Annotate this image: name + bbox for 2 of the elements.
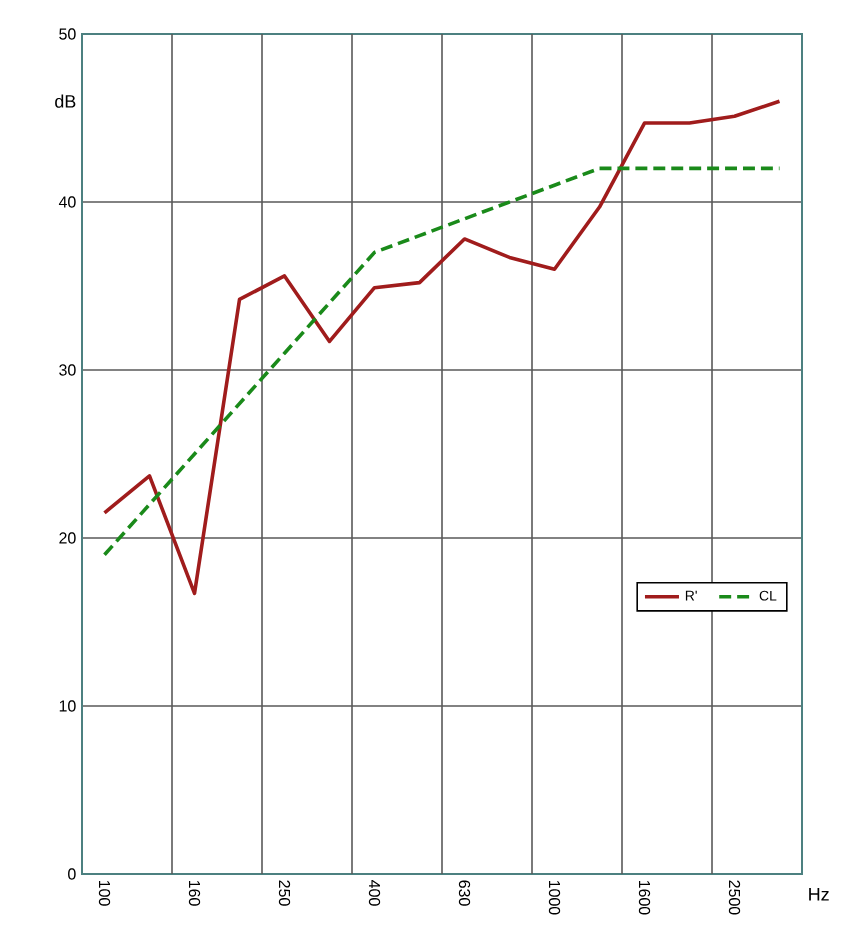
y-axis-title: dB xyxy=(55,94,76,108)
x-axis-title: Hz xyxy=(809,888,829,901)
